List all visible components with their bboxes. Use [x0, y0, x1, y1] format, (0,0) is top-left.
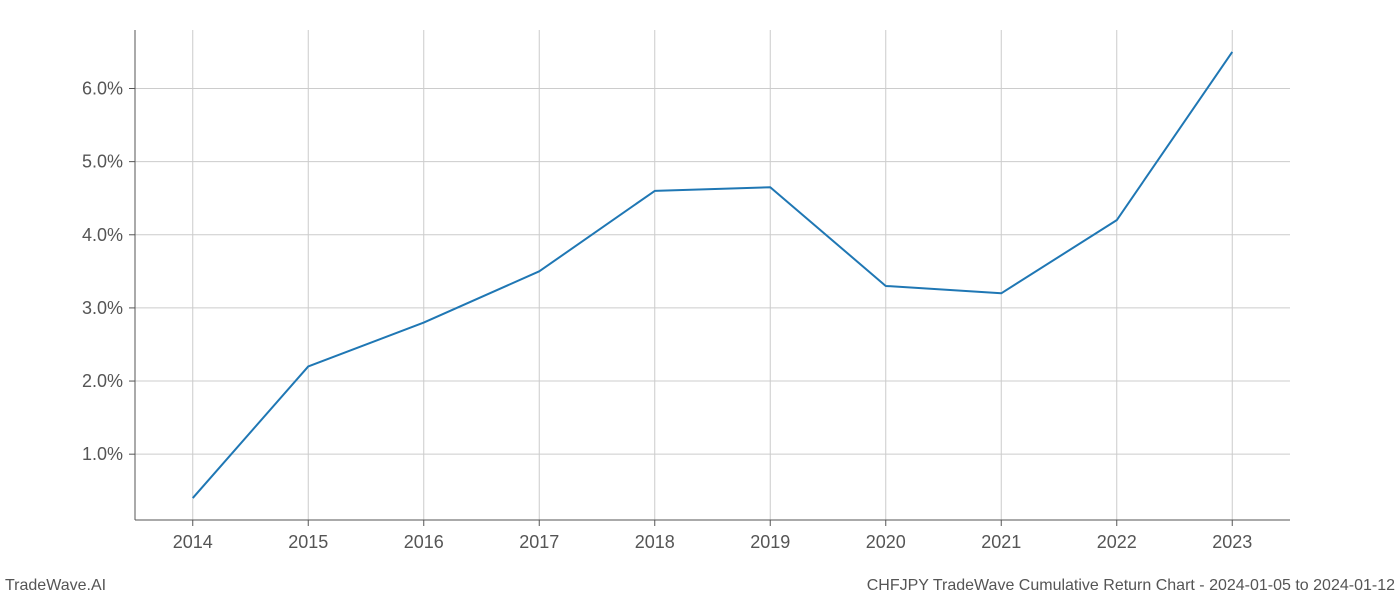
line-chart: 2014 2015 2016 2017 2018 2019 2020 2021 2022 2023… — [0, 0, 1400, 600]
svg-text:2019: 2019 — [750, 532, 790, 552]
svg-text:4.0%: 4.0% — [82, 225, 123, 245]
chart-svg: 2014 2015 2016 2017 2018 2019 2020 2021 2022 2023… — [0, 0, 1400, 600]
footer-brand: TradeWave.AI — [5, 577, 106, 595]
svg-text:1.0%: 1.0% — [82, 444, 123, 464]
footer-caption: CHFJPY TradeWave Cumulative Return Chart… — [867, 577, 1395, 595]
svg-text:2016: 2016 — [404, 532, 444, 552]
svg-text:3.0%: 3.0% — [82, 298, 123, 318]
svg-text:2023: 2023 — [1212, 532, 1252, 552]
svg-text:2.0%: 2.0% — [82, 371, 123, 391]
svg-text:5.0%: 5.0% — [82, 152, 123, 172]
svg-text:2017: 2017 — [519, 532, 559, 552]
svg-text:2022: 2022 — [1097, 532, 1137, 552]
svg-text:2020: 2020 — [866, 532, 906, 552]
svg-text:2018: 2018 — [635, 532, 675, 552]
svg-text:2015: 2015 — [288, 532, 328, 552]
svg-text:2021: 2021 — [981, 532, 1021, 552]
svg-text:6.0%: 6.0% — [82, 79, 123, 99]
svg-text:2014: 2014 — [173, 532, 213, 552]
